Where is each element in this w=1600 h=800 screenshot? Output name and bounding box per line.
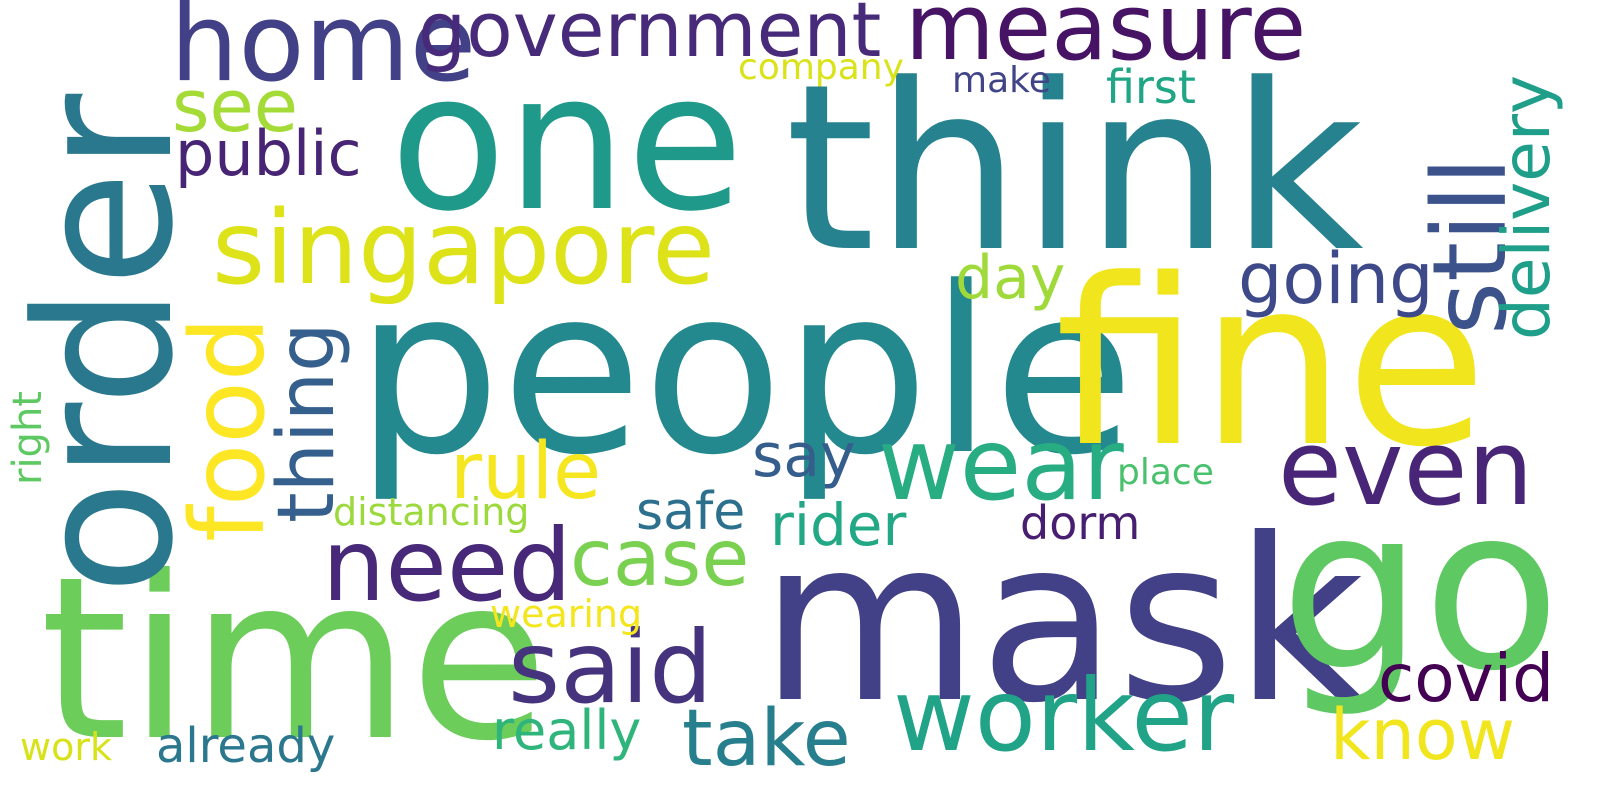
word-take: take: [682, 694, 851, 784]
word-think: think: [785, 36, 1364, 303]
word-see: see: [172, 64, 299, 148]
word-case: case: [570, 514, 750, 604]
word-worker: worker: [893, 657, 1235, 774]
word-measure: measure: [905, 0, 1307, 81]
word-fine: fine: [1055, 231, 1488, 498]
word-rider: rider: [770, 491, 907, 559]
word-safe: safe: [636, 482, 746, 542]
word-know: know: [1330, 694, 1515, 776]
word-dorm: dorm: [1020, 496, 1141, 550]
word-say: say: [752, 421, 856, 491]
word-home: home: [170, 0, 477, 106]
word-already: already: [156, 718, 336, 774]
word-make: make: [952, 60, 1051, 101]
word-place: place: [1117, 452, 1214, 493]
word-said: said: [508, 609, 713, 726]
word-mask: mask: [760, 491, 1365, 753]
word-first: first: [1106, 60, 1196, 114]
word-work: work: [20, 725, 112, 769]
word-even: even: [1278, 407, 1534, 529]
word-public: public: [175, 117, 362, 190]
word-singapore: singapore: [212, 189, 715, 308]
word-really: really: [492, 699, 642, 762]
word-government: government: [418, 0, 882, 74]
word-distancing: distancing: [333, 490, 530, 534]
word-delivery: delivery: [1488, 74, 1565, 340]
word-need: need: [322, 507, 572, 624]
word-company: company: [738, 47, 904, 88]
word-rule: rule: [450, 427, 602, 517]
word-time: time: [40, 529, 549, 791]
word-one: one: [390, 32, 744, 253]
word-right: right: [5, 391, 51, 485]
word-covid: covid: [1378, 640, 1554, 717]
word-go: go: [1280, 459, 1561, 721]
word-going: going: [1238, 238, 1434, 320]
word-wear: wear: [878, 406, 1124, 523]
word-people: people: [355, 239, 1135, 506]
word-day: day: [955, 243, 1066, 313]
word-wearing: wearing: [490, 592, 643, 636]
